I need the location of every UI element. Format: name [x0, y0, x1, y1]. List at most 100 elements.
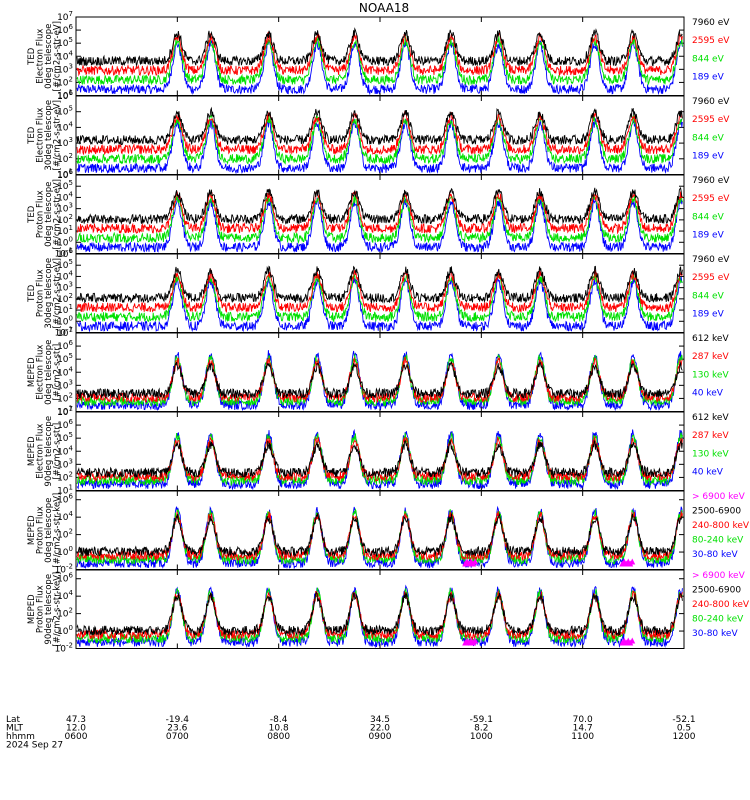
y-tick-label: 101 [57, 405, 73, 418]
y-tick-label: 106 [57, 493, 73, 506]
y-tick-label: 106 [57, 418, 73, 431]
footer-tick-mlt: 14.7 [573, 724, 593, 734]
y-tick-label: 106 [57, 247, 73, 260]
y-axis-label-line: TED [27, 205, 37, 224]
y-axis-label-line: [#/cm2-s-str-keV] [53, 493, 63, 568]
y-axis-label-line: 0deg telescope [44, 24, 54, 89]
y-tick-label: 103 [57, 202, 73, 215]
y-tick-label: 105 [57, 352, 73, 365]
legend-entry: 240-800 keV [692, 600, 750, 610]
y-tick-label: 102 [57, 292, 73, 305]
legend-entry: 2500-6900 [692, 507, 741, 517]
y-axis-label-line: [#/cm2-s-str-eV] [53, 179, 63, 249]
footer-tick-hhmm: 1200 [673, 732, 696, 742]
series-trace [76, 438, 683, 479]
series-trace [76, 431, 683, 487]
series-trace [76, 505, 683, 570]
y-tick-label: 10-2 [55, 642, 73, 655]
series-trace [76, 31, 683, 77]
series-trace [76, 194, 683, 245]
y-axis-label-line: Electron Flux [36, 424, 46, 479]
y-tick-label: 104 [57, 120, 73, 133]
y-axis-label-line: MEPED [27, 594, 37, 624]
series-trace [76, 35, 683, 86]
series-trace [76, 584, 683, 649]
legend-entry: 2595 eV [692, 273, 730, 283]
footer-tick-hhmm: 1100 [571, 732, 594, 742]
legend-entry: 7960 eV [692, 255, 730, 265]
y-axis-label-line: TED [27, 126, 37, 145]
legend-entry: 844 eV [692, 54, 725, 64]
footer-tick-mlt: 23.6 [167, 724, 187, 734]
series-trace [76, 106, 683, 145]
y-axis-label-line: Proton Flux [36, 585, 46, 633]
legend-entry: 130 keV [692, 449, 729, 459]
y-tick-label: 106 [57, 89, 73, 102]
y-axis-label-line: [#/cm2-s-str-eV] [53, 100, 63, 170]
y-tick-label: 105 [57, 36, 73, 49]
y-axis-label-line: Electron Flux [36, 345, 46, 400]
y-tick-label: 102 [57, 75, 73, 88]
legend-entry: 30-80 keV [692, 629, 738, 639]
legend-entry: 844 eV [692, 133, 725, 143]
y-tick-label: 100 [57, 545, 73, 558]
y-tick-label: 104 [57, 269, 73, 282]
y-axis-label-line: MEPED [27, 357, 37, 387]
series-trace [76, 190, 683, 235]
legend-entry: 189 eV [692, 309, 725, 319]
legend-entry: 40 keV [692, 388, 724, 398]
y-tick-label: 101 [57, 89, 73, 102]
figure-title: NOAA18 [359, 1, 409, 15]
legend-entry: 287 keV [692, 431, 729, 441]
series-trace [76, 507, 683, 566]
legend-entry: 130 keV [692, 370, 729, 380]
y-tick-label: 107 [57, 405, 73, 418]
y-tick-label: 104 [57, 365, 73, 378]
y-tick-label: 102 [57, 152, 73, 165]
y-tick-label: 105 [57, 105, 73, 118]
y-tick-label: 104 [57, 510, 73, 523]
y-axis-label-line: Proton Flux [36, 506, 46, 554]
legend-entry: 7960 eV [692, 97, 730, 107]
y-tick-label: 104 [57, 190, 73, 203]
footer-tick-hhmm: 0900 [369, 732, 392, 742]
y-tick-label: 102 [57, 213, 73, 226]
series-trace [76, 110, 683, 156]
y-tick-label: 106 [57, 572, 73, 585]
y-tick-label: 104 [57, 444, 73, 457]
y-tick-label: 101 [57, 168, 73, 181]
y-axis-label-line: MEPED [27, 515, 37, 545]
footer-row-label: hhmm [6, 732, 35, 742]
footer-tick-lat: 34.5 [370, 715, 390, 725]
series-trace [76, 269, 683, 313]
y-tick-label: 10-1 [55, 247, 73, 260]
y-axis-label-line: Electron Flux [36, 108, 46, 163]
y-tick-label: 105 [57, 431, 73, 444]
footer-row-label: MLT [6, 724, 24, 734]
y-axis-label-line: 30deg telescope [44, 100, 54, 171]
series-trace [76, 587, 683, 645]
y-tick-label: 100 [57, 235, 73, 248]
y-tick-label: 104 [57, 49, 73, 62]
y-tick-label: 103 [57, 378, 73, 391]
legend-entry: 2595 eV [692, 194, 730, 204]
footer-tick-mlt: 22.0 [370, 724, 390, 734]
series-trace [76, 591, 683, 637]
footer-tick-hhmm: 1000 [470, 732, 493, 742]
legend-entry: 80-240 keV [692, 536, 744, 546]
y-tick-label: 100 [57, 314, 73, 327]
footer-tick-hhmm: 0800 [267, 732, 290, 742]
y-axis-label-line: 90deg telescope [44, 574, 54, 645]
legend-entry: 30-80 keV [692, 550, 738, 560]
y-axis-label-line: [#/cm2-s-str-eV] [53, 258, 63, 328]
legend-entry: 7960 eV [692, 176, 730, 186]
footer-tick-lat: -52.1 [672, 715, 695, 725]
